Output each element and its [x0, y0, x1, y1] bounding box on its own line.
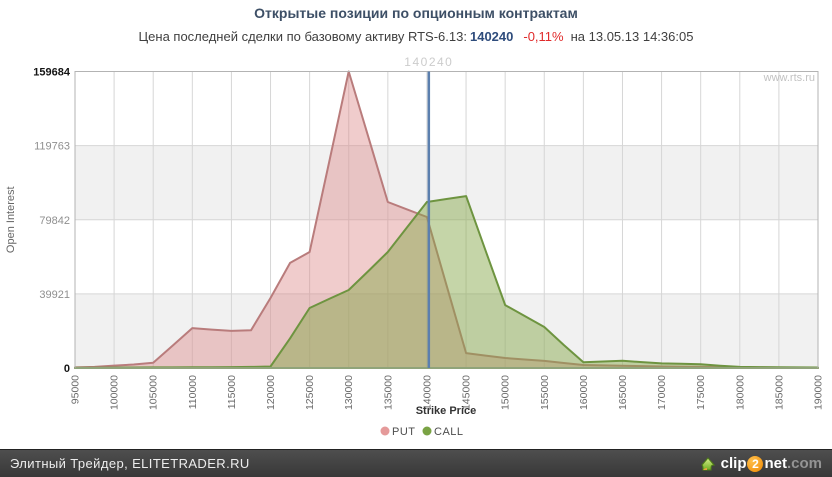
x-tick-label: 190000 — [813, 375, 825, 410]
plot-band — [75, 293, 818, 368]
price-change: -0,11% — [523, 29, 564, 44]
footer-credit: Элитный Трейдер, ELITETRADER.RU — [10, 456, 250, 471]
x-tick-label: 115000 — [226, 375, 238, 409]
legend-label: PUT — [392, 426, 416, 438]
x-tick-label: 145000 — [461, 375, 473, 410]
x-tick-label: 105000 — [148, 375, 160, 410]
plot-band — [75, 145, 818, 220]
x-tick-label: 155000 — [539, 375, 551, 410]
y-axis-title: Open Interest — [5, 186, 17, 253]
chart-subtitle: Цена последней сделки по базовому активу… — [0, 29, 832, 44]
watermark: www.rts.ru — [763, 72, 815, 84]
x-tick-label: 130000 — [343, 375, 355, 410]
x-tick-label: 175000 — [695, 375, 707, 410]
legend-marker-put — [380, 426, 390, 436]
logo-text-clip: clip — [720, 455, 747, 472]
y-tick-label: 0 — [64, 363, 70, 375]
x-tick-label: 120000 — [265, 375, 277, 410]
x-tick-label: 140000 — [421, 375, 433, 410]
clip2net-logo[interactable]: clip 2 net .com — [699, 455, 822, 473]
y-tick-label: 39921 — [39, 289, 70, 301]
x-tick-label: 180000 — [734, 375, 746, 410]
x-tick-label: 165000 — [617, 375, 629, 410]
x-tick-label: 150000 — [500, 375, 512, 410]
x-tick-label: 95000 — [70, 375, 82, 404]
x-tick-label: 100000 — [109, 375, 121, 410]
x-tick-label: 160000 — [578, 375, 590, 410]
legend-marker-call — [422, 426, 432, 436]
legend-item-put[interactable]: PUT — [380, 426, 416, 438]
x-tick-label: 185000 — [773, 375, 785, 410]
upload-arrow-icon — [700, 456, 715, 470]
logo-badge-2: 2 — [747, 455, 764, 472]
legend-item-call[interactable]: CALL — [422, 426, 464, 438]
y-tick-label: 119763 — [34, 141, 70, 153]
open-interest-chart[interactable]: 140240 www.rts.ru 0 39921 79842 119763 159684 9… — [0, 0, 832, 449]
last-price-line-label: 140240 — [404, 55, 453, 69]
plot-border — [74, 71, 819, 369]
call-area[interactable] — [74, 195, 819, 369]
footer-bar: Элитный Трейдер, ELITETRADER.RU clip 2 n… — [0, 449, 832, 477]
x-axis-title: Strike Price — [416, 405, 477, 417]
x-tick-label: 110000 — [187, 375, 199, 409]
subtitle-label: Цена последней сделки по базовому активу… — [138, 29, 467, 44]
x-tick-label: 125000 — [304, 375, 316, 410]
last-price-value: 140240 — [469, 29, 514, 44]
legend-label: CALL — [434, 426, 464, 438]
x-tick-label: 170000 — [656, 375, 668, 410]
y-tick-label: 79842 — [39, 215, 70, 227]
logo-text-net: net — [764, 455, 787, 472]
quote-timestamp: на 13.05.13 14:36:05 — [570, 29, 694, 44]
chart-title: Открытые позиции по опционным контрактам — [254, 5, 578, 21]
x-tick-label: 135000 — [382, 375, 394, 410]
y-tick-label: 159684 — [33, 67, 71, 79]
logo-text-com: .com — [786, 455, 822, 472]
